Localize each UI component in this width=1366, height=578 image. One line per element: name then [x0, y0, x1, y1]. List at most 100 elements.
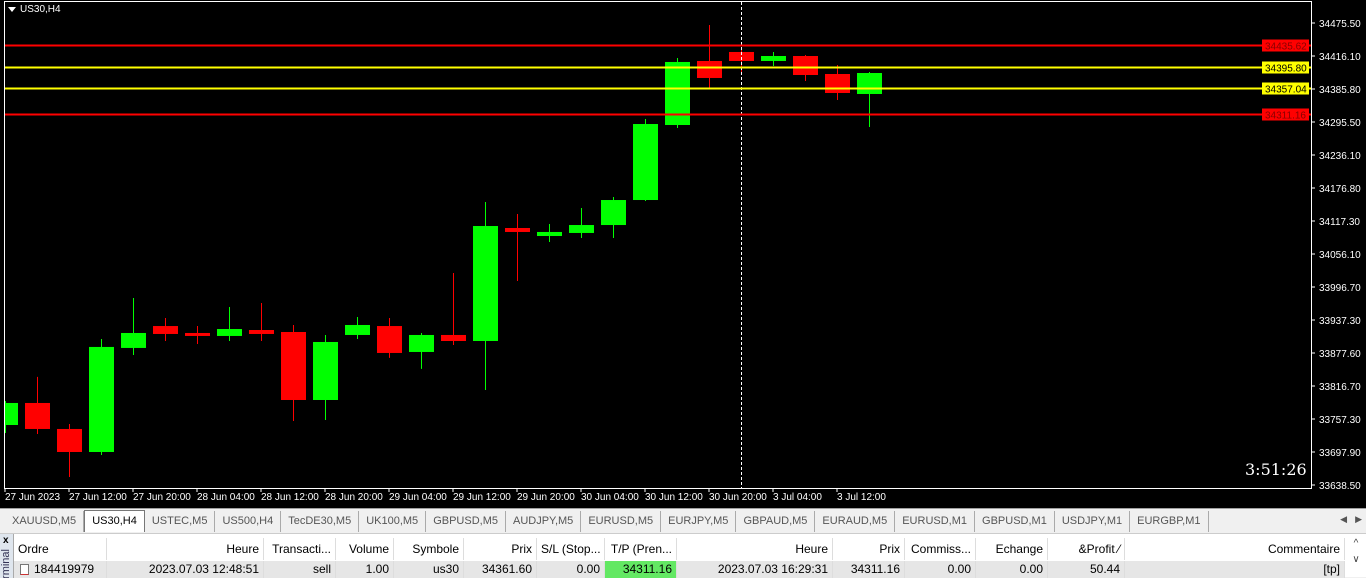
table-cell: 2023.07.03 16:29:31 [677, 561, 833, 578]
tab-usdjpy-m1[interactable]: USDJPY,M1 [1055, 511, 1131, 532]
time-tick-label: 3 Jul 04:00 [773, 492, 822, 503]
bull-candle [345, 324, 370, 335]
column-header[interactable]: Heure [677, 538, 833, 560]
column-header[interactable]: Ordre [14, 538, 107, 560]
level-price-badge [1262, 108, 1309, 121]
scroll-left-icon[interactable]: ◀ [1340, 514, 1348, 524]
tab-gbpusd-m1[interactable]: GBPUSD,M1 [975, 511, 1055, 532]
tab-eurusd-m1[interactable]: EURUSD,M1 [895, 511, 976, 532]
price-tick-label: 33937.30 [1319, 316, 1361, 327]
column-header[interactable]: &Profit ⁄ [1048, 538, 1125, 560]
time-tick-label: 30 Jun 20:00 [709, 492, 767, 503]
bear-candle [697, 60, 722, 78]
time-tick-label: 29 Jun 12:00 [453, 492, 511, 503]
scrollbar[interactable]: ^ ∨ [1346, 534, 1366, 578]
price-tick-label: 34385.80 [1319, 85, 1361, 96]
tab-eurjpy-m5[interactable]: EURJPY,M5 [661, 511, 737, 532]
terminal-panel: x Terminal Ordre Heure Transacti... Volume S… [0, 533, 1366, 578]
tab-us500-h4[interactable]: US500,H4 [215, 511, 282, 532]
terminal-sidebar: x Terminal [0, 534, 14, 578]
tab-us30-h4[interactable]: US30,H4 [84, 510, 145, 532]
time-tick-label: 27 Jun 2023 [5, 492, 60, 503]
bull-candle [473, 226, 498, 341]
tab-ustec-m5[interactable]: USTEC,M5 [145, 511, 216, 532]
time-tick-label: 3 Jul 12:00 [837, 492, 886, 503]
tab-euraud-m5[interactable]: EURAUD,M5 [815, 511, 896, 532]
cell-value: 0.00 [576, 562, 600, 576]
tab-audjpy-m5[interactable]: AUDJPY,M5 [506, 511, 582, 532]
chart-tabs: XAUUSD,M5 US30,H4 USTEC,M5 US500,H4 TecDE30,… [0, 508, 1366, 532]
bear-candle [793, 56, 818, 75]
column-header[interactable]: Transacti... [264, 538, 336, 560]
bear-candle [57, 428, 82, 452]
price-tick-label: 33638.50 [1319, 481, 1361, 492]
column-header[interactable]: Prix [464, 538, 537, 560]
column-header[interactable]: Commentaire [1125, 538, 1345, 560]
column-header[interactable]: Commiss... [905, 538, 976, 560]
price-tick-label: 33816.70 [1319, 382, 1361, 393]
bear-candle [441, 334, 466, 341]
bull-candle [217, 329, 242, 336]
bear-candle [825, 74, 850, 93]
column-header[interactable]: Symbole [394, 538, 464, 560]
table-header: Ordre Heure Transacti... Volume Symbole Prix S… [14, 538, 1345, 560]
level-price-badge [1262, 82, 1309, 95]
column-header[interactable]: Echange [976, 538, 1048, 560]
tab-eurusd-m5[interactable]: EURUSD,M5 [581, 511, 662, 532]
candle-countdown: 3:51:26 [1245, 460, 1307, 479]
column-header[interactable]: Volume [336, 538, 394, 560]
price-tick-label: 34176.80 [1319, 184, 1361, 195]
tab-uk100-m5[interactable]: UK100,M5 [359, 511, 427, 532]
scroll-down-icon[interactable]: ∨ [1352, 554, 1360, 565]
table-cell: 34361.60 [464, 561, 537, 578]
cell-value: sell [312, 562, 331, 576]
bear-candle [505, 228, 530, 232]
cell-value: 34361.60 [481, 562, 532, 576]
cell-value: us30 [432, 562, 459, 576]
terminal-label: Terminal [0, 549, 12, 578]
bear-candle [729, 51, 754, 61]
price-tick-label: 33757.30 [1319, 415, 1361, 426]
level-price-label: 34357.04 [1265, 85, 1307, 96]
level-price-badge [1262, 39, 1309, 52]
dropdown-triangle-icon[interactable] [8, 7, 16, 12]
time-tick-label: 29 Jun 20:00 [517, 492, 575, 503]
bull-candle [633, 124, 658, 201]
tab-gbpaud-m5[interactable]: GBPAUD,M5 [736, 511, 816, 532]
tab-gbpusd-m5[interactable]: GBPUSD,M5 [426, 511, 506, 532]
tab-eurgbp-m1[interactable]: EURGBP,M1 [1130, 511, 1209, 532]
scroll-right-icon[interactable]: ▶ [1355, 514, 1362, 524]
table-cell: us30 [394, 561, 464, 578]
cell-value: 1.00 [365, 562, 389, 576]
time-tick-label: 30 Jun 12:00 [645, 492, 703, 503]
table-cell: 34311.16 [605, 561, 677, 578]
column-header[interactable]: Heure [107, 538, 264, 560]
cell-value: 2023.07.03 12:48:51 [148, 562, 259, 576]
bull-candle [89, 346, 114, 452]
table-cell: sell [264, 561, 336, 578]
cell-value: 184419979 [34, 562, 95, 576]
tab-xauusd-m5[interactable]: XAUUSD,M5 [5, 511, 85, 532]
column-header[interactable]: Prix [833, 538, 905, 560]
table-cell: 184419979 [14, 561, 107, 578]
order-document-icon [20, 564, 29, 575]
candles [5, 24, 882, 477]
bull-candle [313, 341, 338, 400]
time-tick-label: 28 Jun 12:00 [261, 492, 319, 503]
close-icon[interactable]: x [3, 535, 9, 546]
candlestick-chart[interactable]: 34475.50 34416.10 34385.80 34295.50 34236.10… [0, 0, 1366, 508]
tab-tecde30-m5[interactable]: TecDE30,M5 [281, 511, 360, 532]
bear-candle [25, 402, 50, 429]
table-cell: 50.44 [1048, 561, 1125, 578]
scroll-up-icon[interactable]: ^ [1353, 538, 1359, 549]
column-header[interactable]: T/P (Pren... [605, 538, 677, 560]
time-tick-label: 27 Jun 12:00 [69, 492, 127, 503]
chart-title[interactable]: US30,H4 [8, 4, 61, 15]
price-chart[interactable]: 34475.50 34416.10 34385.80 34295.50 34236.10… [0, 0, 1366, 508]
table-row[interactable]: 184419979 2023.07.03 12:48:51 sell 1.00 us30… [14, 561, 1345, 578]
column-header[interactable]: S/L (Stop... [537, 538, 605, 560]
bear-candle [249, 330, 274, 334]
price-tick-label: 33877.60 [1319, 349, 1361, 360]
time-tick-label: 29 Jun 04:00 [389, 492, 447, 503]
time-tick-label: 30 Jun 04:00 [581, 492, 639, 503]
